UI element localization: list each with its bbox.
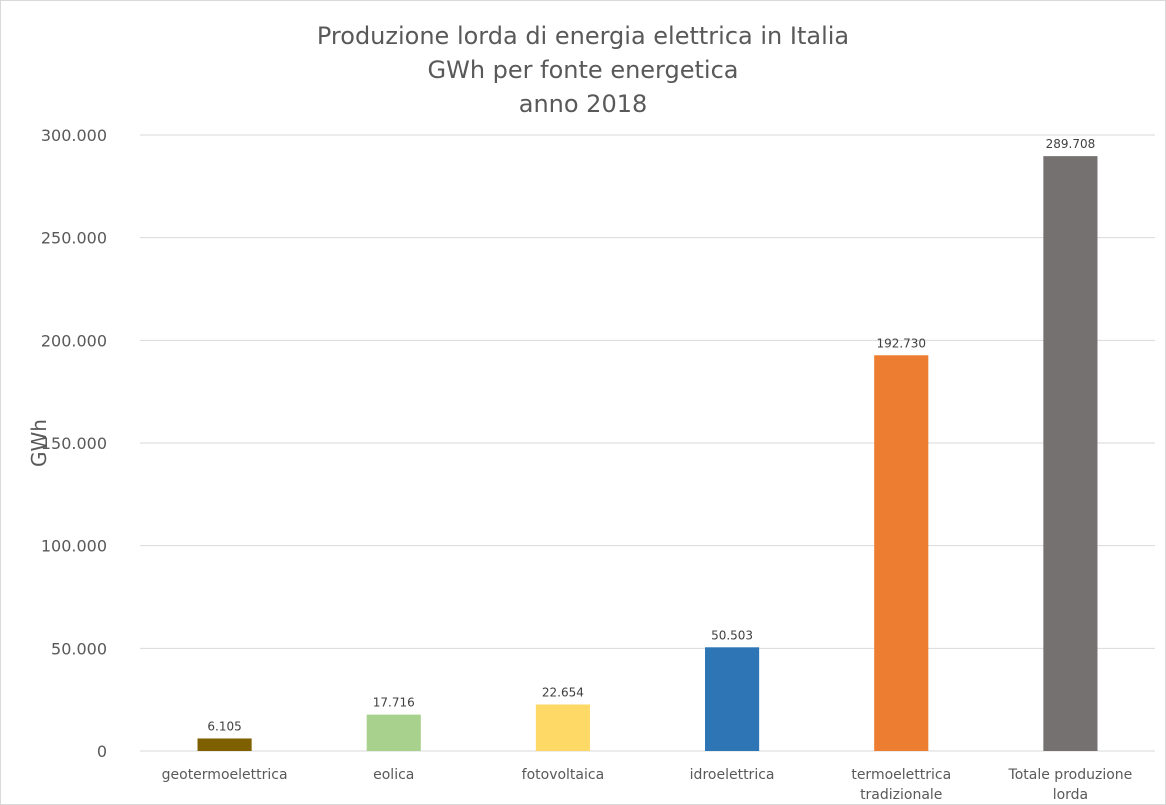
y-tick-label: 150.000 (41, 434, 107, 453)
y-axis-ticks: 0 50.000 100.000 150.000 200.000 250.000 300.0… (41, 126, 107, 761)
data-label: 50.503 (711, 628, 753, 642)
x-category-label: Totale produzione (1008, 767, 1133, 783)
chart-title-line-1: Produzione lorda di energia elettrica in… (316, 22, 850, 50)
data-label: 17.716 (373, 696, 415, 710)
gridlines (140, 134, 1155, 752)
y-tick-label: 0 (97, 742, 107, 761)
bar (1043, 156, 1098, 751)
bar (197, 738, 252, 751)
x-category-label: fotovoltaica (522, 767, 605, 783)
category-labels: geotermoelettrica eolica fotovoltaica idroe… (162, 767, 1133, 803)
data-label: 192.730 (876, 336, 926, 350)
y-tick-label: 100.000 (41, 537, 107, 556)
bar (535, 704, 590, 751)
x-category-label: termoelettrica (851, 767, 951, 783)
y-tick-label: 50.000 (51, 639, 107, 658)
x-category-label: lorda (1053, 787, 1088, 803)
y-tick-label: 250.000 (41, 229, 107, 248)
bar (366, 714, 421, 751)
chart-title-line-3: anno 2018 (518, 90, 648, 118)
x-category-label: idroelettrica (690, 767, 775, 783)
y-axis-title: GWh (27, 419, 51, 467)
data-label: 6.105 (207, 719, 241, 733)
bars (197, 156, 1098, 751)
x-category-label: eolica (373, 767, 414, 783)
bar (874, 355, 929, 751)
data-label: 22.654 (542, 685, 584, 699)
x-category-label: tradizionale (860, 787, 942, 803)
chart-title-line-2: GWh per fonte energetica (427, 56, 739, 84)
bar (705, 647, 760, 751)
data-label: 289.708 (1046, 137, 1096, 151)
y-tick-label: 200.000 (41, 331, 107, 350)
x-category-label: geotermoelettrica (162, 767, 288, 783)
data-labels: 6.105 17.716 22.654 50.503 192.730 289.708 (207, 137, 1095, 733)
y-tick-label: 300.000 (41, 126, 107, 145)
